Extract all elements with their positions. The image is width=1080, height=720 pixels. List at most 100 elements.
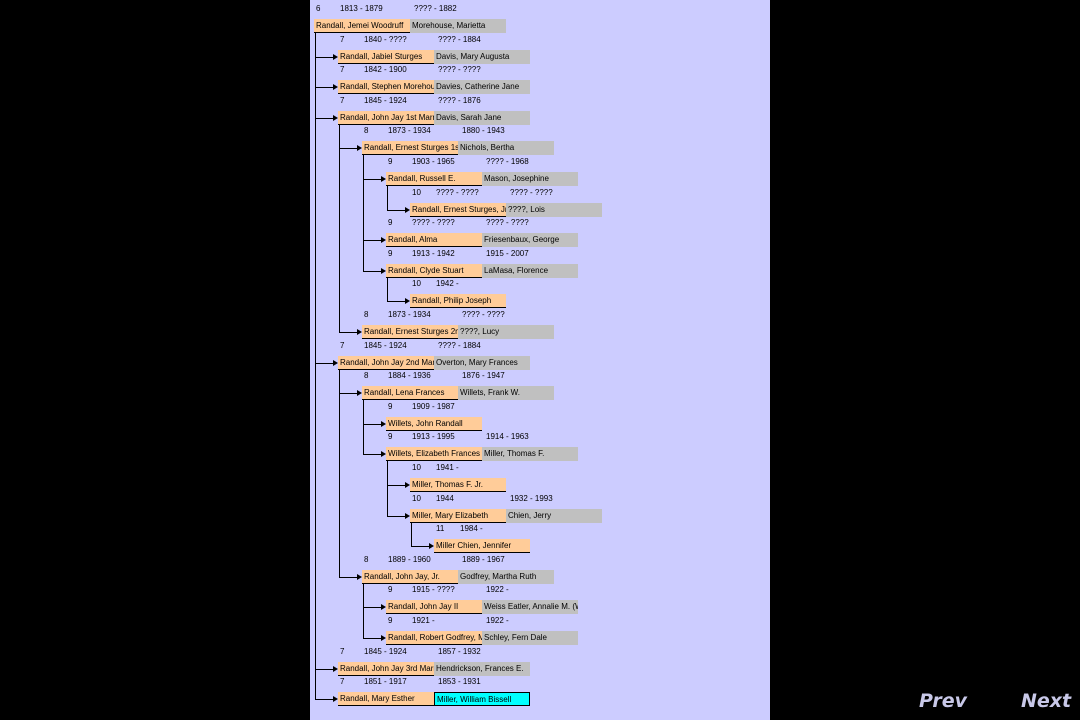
tree-connector-horizontal — [387, 210, 406, 211]
arrowhead-icon — [405, 298, 410, 304]
tree-connector-horizontal — [363, 424, 382, 425]
person-name-box[interactable]: Randall, John Jay 2nd Marriage — [338, 356, 434, 370]
tree-connector-vertical — [315, 33, 316, 699]
person-name-box[interactable]: Randall, John Jay, Jr. — [362, 570, 458, 584]
next-link[interactable]: Next — [1021, 690, 1072, 712]
generation-number: 9 — [388, 585, 393, 594]
person-name-box[interactable]: Randall, Jemei Woodruff — [314, 19, 410, 33]
spouse-dates: ???? - ???? — [462, 310, 505, 319]
person-name-box[interactable]: Randall, Ernest Sturges 1st Marriage — [362, 141, 458, 155]
spouse-dates: ???? - 1968 — [486, 157, 529, 166]
person-name-box[interactable]: Miller Chien, Jennifer — [434, 539, 530, 553]
spouse-name-box[interactable]: Mason, Josephine — [482, 172, 578, 186]
spouse-dates: ???? - 1882 — [414, 4, 457, 13]
person-dates: 1873 - 1934 — [388, 126, 431, 135]
spouse-name-box[interactable]: Morehouse, Marietta — [410, 19, 506, 33]
spouse-name-box[interactable]: Friesenbaux, George — [482, 233, 578, 247]
tree-connector-horizontal — [315, 118, 334, 119]
person-dates: 1873 - 1934 — [388, 310, 431, 319]
spouse-dates: 1876 - 1947 — [462, 371, 505, 380]
arrowhead-icon — [381, 237, 386, 243]
spouse-name-box[interactable]: Overton, Mary Frances — [434, 356, 530, 370]
person-name-box[interactable]: Randall, John Jay 3rd Marriage — [338, 662, 434, 676]
spouse-name-box[interactable]: Davis, Sarah Jane — [434, 111, 530, 125]
arrowhead-icon — [333, 54, 338, 60]
generation-number: 10 — [412, 188, 421, 197]
arrowhead-icon — [333, 84, 338, 90]
person-name-box[interactable]: Randall, John Jay II — [386, 600, 482, 614]
spouse-name-box[interactable]: ????, Lucy — [458, 325, 554, 339]
person-dates: ???? - ???? — [436, 188, 479, 197]
spouse-name-box[interactable]: Weiss Eatler, Annalie M. (Widow) — [482, 600, 578, 614]
spouse-dates: ???? - ???? — [486, 218, 529, 227]
spouse-name-box[interactable]: Hendrickson, Frances E. — [434, 662, 530, 676]
arrowhead-icon — [381, 635, 386, 641]
person-name-box[interactable]: Randall, Clyde Stuart — [386, 264, 482, 278]
tree-connector-horizontal — [411, 546, 430, 547]
person-name-box[interactable]: Randall, Stephen Morehouse — [338, 80, 434, 94]
tree-connector-vertical — [387, 186, 388, 210]
generation-number: 8 — [364, 126, 369, 135]
person-name-box[interactable]: Randall, Philip Joseph — [410, 294, 506, 308]
tree-connector-vertical — [339, 125, 340, 332]
tree-connector-horizontal — [387, 301, 406, 302]
tree-connector-vertical — [387, 461, 388, 516]
generation-number: 10 — [412, 494, 421, 503]
tree-connector-horizontal — [363, 179, 382, 180]
spouse-name-box[interactable]: Schley, Fern Dale — [482, 631, 578, 645]
spouse-name-box[interactable]: Nichols, Bertha — [458, 141, 554, 155]
person-name-box[interactable]: Randall, Ernest Sturges, Jr. — [410, 203, 506, 217]
person-dates: 1840 - ???? — [364, 35, 407, 44]
tree-connector-horizontal — [315, 87, 334, 88]
spouse-dates: ???? - 1884 — [438, 35, 481, 44]
person-name-box[interactable]: Randall, Alma — [386, 233, 482, 247]
generation-number: 9 — [388, 249, 393, 258]
tree-connector-horizontal — [315, 57, 334, 58]
tree-connector-vertical — [387, 278, 388, 301]
spouse-name-box[interactable]: Miller, William Bissell — [434, 692, 530, 706]
spouse-name-box[interactable]: Willets, Frank W. — [458, 386, 554, 400]
spouse-name-box[interactable]: LaMasa, Florence — [482, 264, 578, 278]
arrowhead-icon — [357, 329, 362, 335]
person-dates: 1915 - ???? — [412, 585, 455, 594]
tree-connector-vertical — [339, 370, 340, 577]
arrowhead-icon — [357, 145, 362, 151]
generation-number: 8 — [364, 310, 369, 319]
arrowhead-icon — [381, 176, 386, 182]
prev-link[interactable]: Prev — [919, 690, 967, 712]
person-name-box[interactable]: Randall, Jabiel Sturges — [338, 50, 434, 64]
arrowhead-icon — [381, 604, 386, 610]
person-name-box[interactable]: Randall, John Jay 1st Marriage — [338, 111, 434, 125]
person-dates: 1903 - 1965 — [412, 157, 455, 166]
tree-connector-horizontal — [339, 148, 358, 149]
generation-number: 7 — [340, 647, 345, 656]
generation-number: 7 — [340, 341, 345, 350]
person-name-box[interactable]: Willets, John Randall — [386, 417, 482, 431]
generation-number: 7 — [340, 96, 345, 105]
person-name-box[interactable]: Randall, Ernest Sturges 2nd Marriage — [362, 325, 458, 339]
person-name-box[interactable]: Miller, Mary Elizabeth — [410, 509, 506, 523]
spouse-dates: ???? - 1876 — [438, 96, 481, 105]
person-dates: 1913 - 1942 — [412, 249, 455, 258]
generation-number: 8 — [364, 371, 369, 380]
spouse-dates: 1889 - 1967 — [462, 555, 505, 564]
arrowhead-icon — [405, 513, 410, 519]
person-name-box[interactable]: Randall, Mary Esther — [338, 692, 434, 706]
person-name-box[interactable]: Randall, Lena Frances — [362, 386, 458, 400]
generation-number: 11 — [436, 524, 445, 533]
person-name-box[interactable]: Miller, Thomas F. Jr. — [410, 478, 506, 492]
spouse-name-box[interactable]: ????, Lois — [506, 203, 602, 217]
person-dates: 1944 — [436, 494, 454, 503]
spouse-dates: 1857 - 1932 — [438, 647, 481, 656]
spouse-name-box[interactable]: Davis, Mary Augusta — [434, 50, 530, 64]
tree-connector-horizontal — [387, 485, 406, 486]
person-dates: 1845 - 1924 — [364, 647, 407, 656]
spouse-name-box[interactable]: Godfrey, Martha Ruth — [458, 570, 554, 584]
tree-connector-horizontal — [363, 240, 382, 241]
spouse-name-box[interactable]: Miller, Thomas F. — [482, 447, 578, 461]
person-name-box[interactable]: Randall, Russell E. — [386, 172, 482, 186]
person-name-box[interactable]: Willets, Elizabeth Frances — [386, 447, 482, 461]
spouse-name-box[interactable]: Chien, Jerry — [506, 509, 602, 523]
spouse-name-box[interactable]: Davies, Catherine Jane — [434, 80, 530, 94]
person-name-box[interactable]: Randall, Robert Godfrey, M.D. — [386, 631, 482, 645]
